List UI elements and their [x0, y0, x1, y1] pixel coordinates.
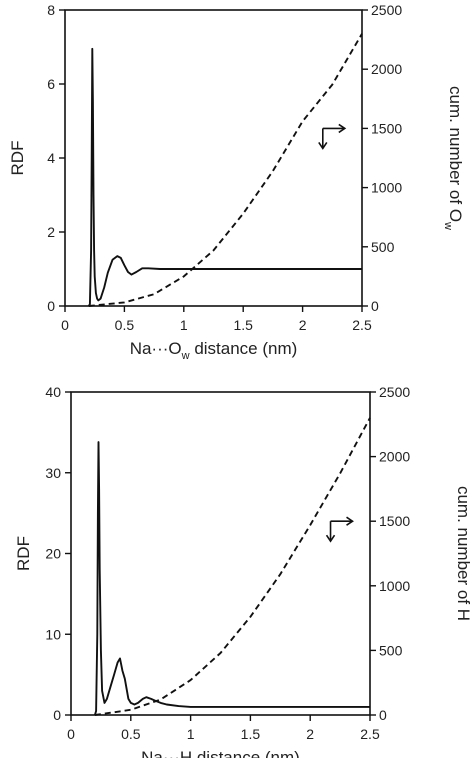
- x-tick-label: 2.5: [352, 317, 372, 333]
- y-axis-title: RDF: [14, 536, 33, 571]
- x-tick-label: 1: [187, 726, 195, 742]
- x-tick-label: 1: [180, 317, 188, 333]
- cumulative-number-line: [88, 33, 363, 307]
- y2-tick-label: 500: [371, 239, 395, 255]
- y2-tick-label: 500: [379, 642, 403, 658]
- arrow-right-head: [346, 516, 354, 526]
- y2-tick-label: 2000: [379, 449, 410, 465]
- x-tick-label: 1.5: [241, 726, 261, 742]
- arrow-down-head: [318, 141, 328, 150]
- y2-tick-label: 1500: [371, 120, 402, 136]
- plot-frame: [64, 9, 363, 307]
- y-tick-label: 40: [45, 384, 61, 400]
- y2-axis-title: cum. number of Ow: [442, 86, 465, 230]
- y-axis-title: RDF: [8, 141, 27, 176]
- x-axis-title: Na···H distance (nm): [141, 748, 300, 758]
- y-tick-label: 4: [47, 150, 55, 166]
- cumulative-number-line: [94, 417, 371, 716]
- y2-axis-title: cum. number of H: [454, 486, 473, 621]
- x-axis-title: Na···Ow distance (nm): [130, 339, 298, 362]
- y-tick-label: 20: [45, 546, 61, 562]
- x-tick-label: 1.5: [233, 317, 253, 333]
- y-tick-label: 6: [47, 76, 55, 92]
- rdf-line: [93, 441, 370, 716]
- x-tick-label: 2.5: [360, 726, 380, 742]
- x-tick-label: 2: [306, 726, 314, 742]
- x-tick-label: 0.5: [121, 726, 141, 742]
- rdf-line: [87, 47, 362, 307]
- y2-tick-label: 0: [371, 298, 379, 314]
- y-tick-label: 10: [45, 626, 61, 642]
- chart-panel-1: 0 0.5 1 1.5 2 2.5 0 2 4 6 8 0 500 1000 1500 2000 2500 Na·…: [8, 2, 465, 362]
- x-tick-label: 0.5: [115, 317, 135, 333]
- y2-tick-label: 1500: [379, 513, 410, 529]
- x-tick-label: 0: [67, 726, 75, 742]
- y2-tick-label: 2500: [379, 384, 410, 400]
- arrow-right-head: [338, 123, 347, 134]
- x-tick-label: 0: [61, 317, 69, 333]
- y2-tick-label: 1000: [379, 578, 410, 594]
- y-tick-label: 0: [53, 707, 61, 723]
- x-tick-label: 2: [299, 317, 307, 333]
- y2-tick-label: 2500: [371, 2, 402, 18]
- y2-tick-label: 0: [379, 707, 387, 723]
- chart-panel-2: 0 0.5 1 1.5 2 2.5 0 10 20 30 40 0 500 1000 1500 2000 250…: [14, 384, 473, 758]
- y-tick-label: 8: [47, 2, 55, 18]
- y-tick-label: 30: [45, 465, 61, 481]
- y2-tick-label: 2000: [371, 61, 402, 77]
- y2-tick-label: 1000: [371, 180, 402, 196]
- y-tick-label: 2: [47, 224, 55, 240]
- arrow-down-head: [325, 534, 336, 543]
- y-tick-label: 0: [47, 298, 55, 314]
